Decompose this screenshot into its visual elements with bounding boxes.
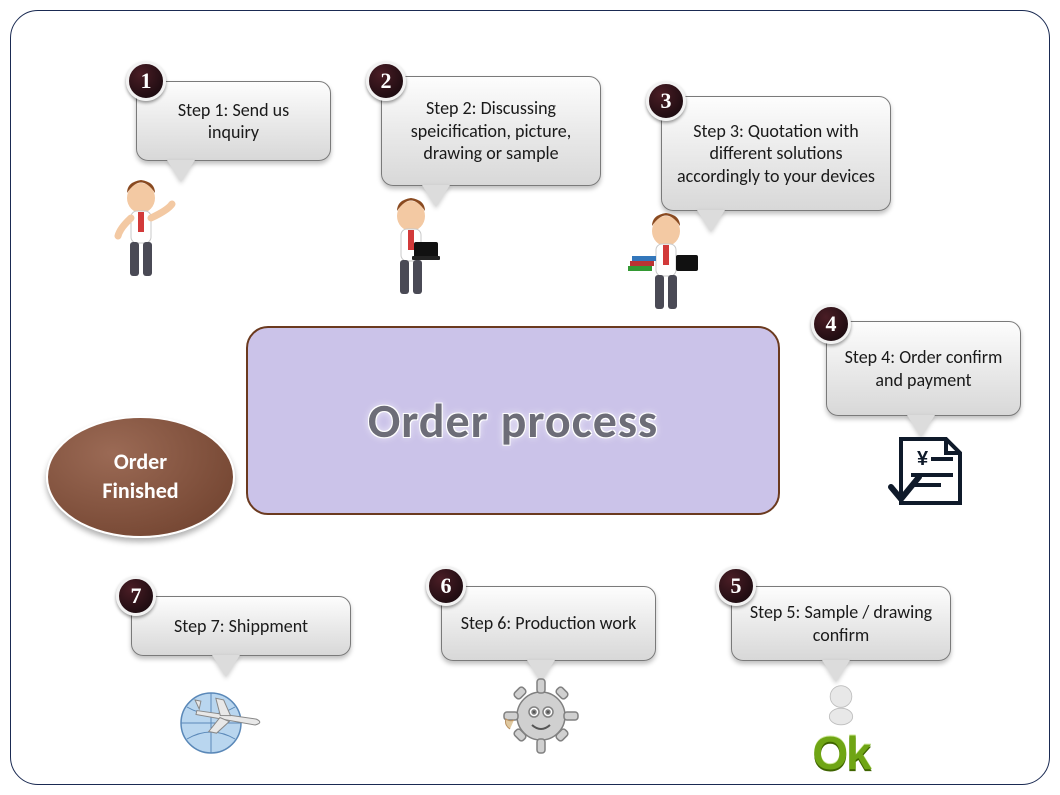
order-finished-label: Order Finished bbox=[102, 448, 178, 505]
step5-callout: Step 5: Sample / drawing confirm bbox=[731, 586, 951, 661]
step4-num: 4 bbox=[826, 311, 837, 337]
step4-badge: 4 bbox=[811, 304, 851, 344]
step7-callout: Step 7: Shippment bbox=[131, 596, 351, 656]
step5-num: 5 bbox=[731, 573, 742, 599]
person-present-icon bbox=[96, 171, 186, 291]
step1-num: 1 bbox=[141, 68, 152, 94]
person-laptop-icon bbox=[366, 191, 456, 306]
step3-label: Step 3: Quotation with different solutio… bbox=[676, 120, 876, 188]
svg-text:¥: ¥ bbox=[917, 448, 929, 470]
step2-label: Step 2: Discussing speicification, pictu… bbox=[396, 97, 586, 165]
gear-icon bbox=[496, 671, 586, 761]
step5-badge: 5 bbox=[716, 566, 756, 606]
step1-label: Step 1: Send us inquiry bbox=[151, 99, 316, 144]
step2-num: 2 bbox=[381, 68, 392, 94]
diagram-frame: Order process Order Finished Step 1: Sen… bbox=[10, 10, 1050, 785]
person-books-icon bbox=[616, 206, 716, 321]
order-finished-badge: Order Finished bbox=[46, 416, 235, 538]
step2-callout: Step 2: Discussing speicification, pictu… bbox=[381, 76, 601, 186]
step4-callout: Step 4: Order confirm and payment bbox=[826, 321, 1021, 416]
airplane-globe-icon bbox=[171, 671, 281, 761]
step4-label: Step 4: Order confirm and payment bbox=[841, 346, 1006, 391]
step6-callout: Step 6: Production work bbox=[441, 586, 656, 661]
step6-badge: 6 bbox=[426, 566, 466, 606]
step7-badge: 7 bbox=[116, 576, 156, 616]
step3-num: 3 bbox=[661, 88, 672, 114]
step6-label: Step 6: Production work bbox=[461, 612, 637, 635]
ok-label: Ok bbox=[812, 726, 869, 780]
center-panel: Order process bbox=[246, 326, 780, 515]
ok-figure-icon: Ok bbox=[786, 676, 896, 786]
step2-badge: 2 bbox=[366, 61, 406, 101]
step3-callout: Step 3: Quotation with different solutio… bbox=[661, 96, 891, 211]
diagram-title: Order process bbox=[368, 391, 658, 450]
step5-label: Step 5: Sample / drawing confirm bbox=[746, 601, 936, 646]
step7-num: 7 bbox=[131, 583, 142, 609]
step6-num: 6 bbox=[441, 573, 452, 599]
invoice-icon: ¥ bbox=[881, 431, 976, 511]
step1-badge: 1 bbox=[126, 61, 166, 101]
step3-badge: 3 bbox=[646, 81, 686, 121]
step7-label: Step 7: Shippment bbox=[174, 615, 308, 638]
step1-callout: Step 1: Send us inquiry bbox=[136, 81, 331, 161]
